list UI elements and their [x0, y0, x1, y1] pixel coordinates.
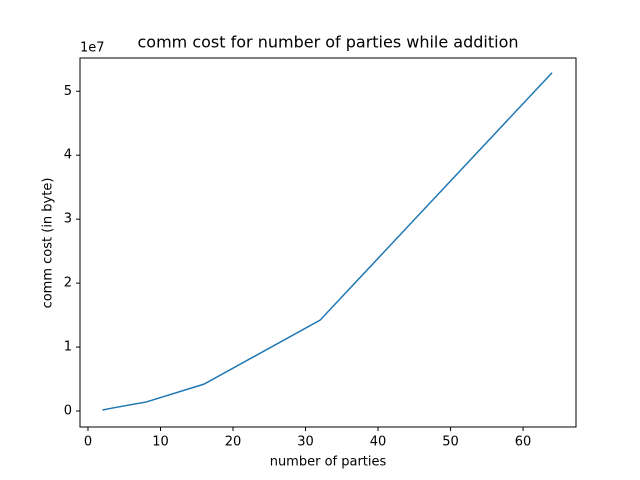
x-tick-label: 10: [152, 435, 169, 450]
y-offset-label: 1e7: [80, 41, 105, 56]
x-tick-label: 60: [515, 435, 532, 450]
x-tick-label: 40: [370, 435, 387, 450]
x-tick-label: 30: [297, 435, 314, 450]
chart-title: comm cost for number of parties while ad…: [137, 33, 518, 52]
y-axis-label: comm cost (in byte): [41, 178, 56, 309]
y-tick-label: 5: [64, 84, 72, 99]
y-tick-label: 0: [64, 404, 72, 419]
x-axis-label: number of parties: [270, 455, 387, 470]
x-tick-label: 50: [442, 435, 459, 450]
y-tick-label: 2: [64, 276, 72, 291]
y-tick-label: 3: [64, 212, 72, 227]
plot-frame: [79, 57, 577, 428]
data-line: [102, 72, 553, 411]
y-tick-label: 4: [64, 148, 72, 163]
y-tick-label: 1: [64, 340, 72, 355]
x-tick-label: 20: [225, 435, 242, 450]
x-tick-label: 0: [84, 435, 92, 450]
